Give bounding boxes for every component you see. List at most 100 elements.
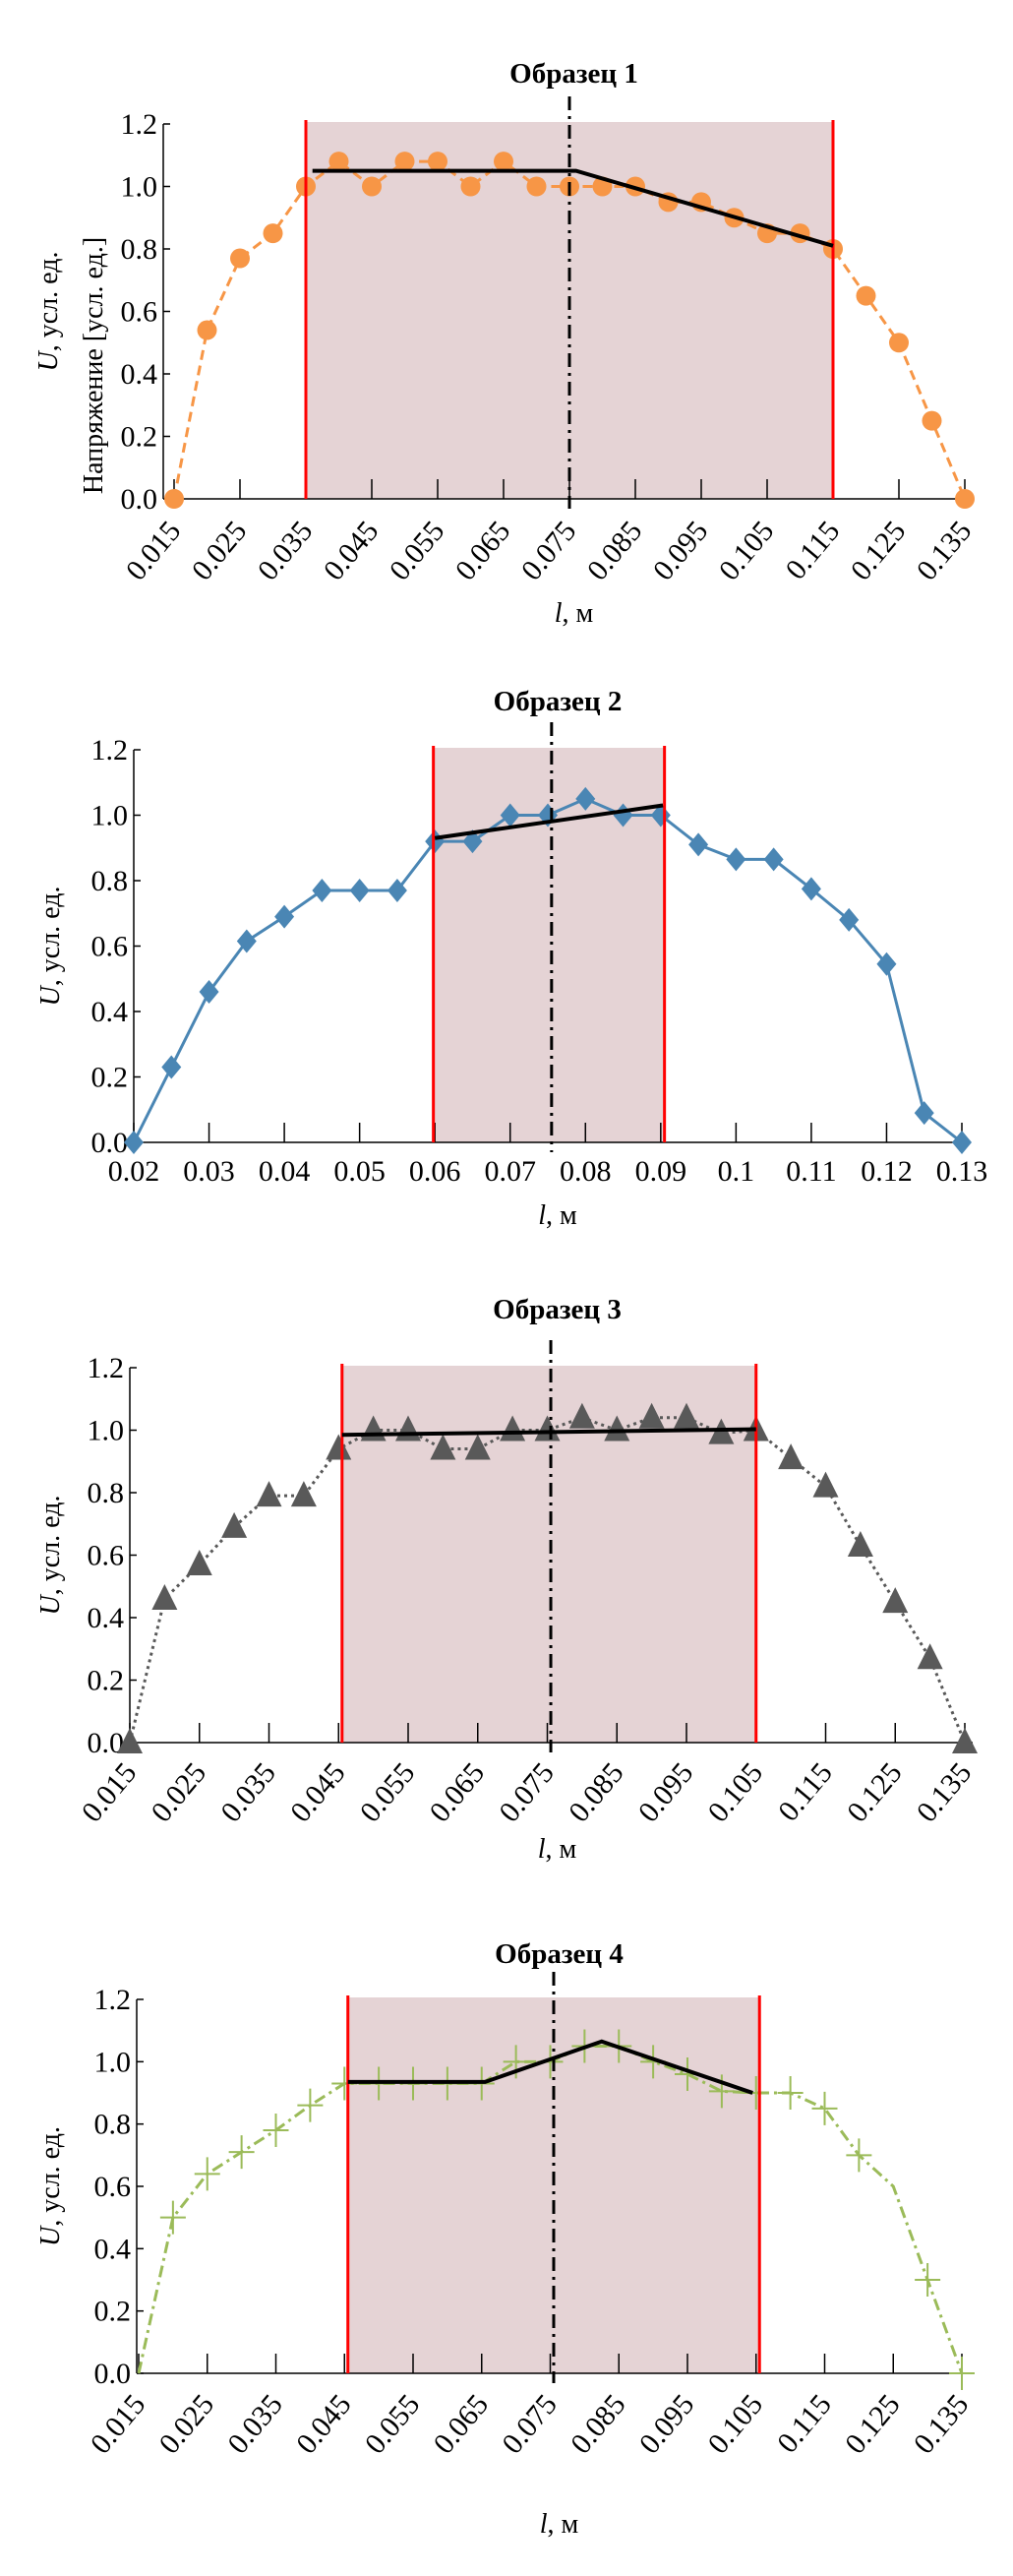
- data-point-diamond: [199, 980, 219, 1005]
- data-point-diamond: [312, 878, 332, 902]
- data-point-diamond: [236, 929, 257, 953]
- y-tick-label: 0.2: [94, 2296, 132, 2328]
- data-point-plus: [159, 2200, 186, 2235]
- y-axis-label-var: U: [35, 1593, 66, 1615]
- x-tick-label: 0.135: [911, 515, 979, 586]
- data-point-diamond: [462, 829, 483, 854]
- data-point-plus: [846, 2138, 872, 2173]
- data-point-triangle: [430, 1434, 456, 1460]
- x-tick-label: 0.04: [259, 1155, 311, 1188]
- chart-title: Образец 1: [509, 58, 638, 90]
- chart-title: Образец 2: [494, 686, 623, 717]
- x-tick-label: 0.125: [841, 1756, 909, 1828]
- x-tick-label: 0.03: [183, 1155, 235, 1188]
- x-tick-label: 0.025: [186, 515, 254, 586]
- y-tick-label: 0.0: [94, 2358, 132, 2390]
- x-axis-label-unit: , м: [546, 1834, 577, 1865]
- chart-title: Образец 4: [495, 1938, 624, 1970]
- data-point-triangle: [952, 1728, 978, 1753]
- data-point-plus: [777, 2076, 804, 2110]
- y-tick-label: 0.0: [121, 483, 158, 516]
- data-point-diamond: [575, 786, 596, 811]
- x-tick-label: 0.105: [713, 515, 781, 586]
- data-point-circle: [955, 489, 975, 509]
- x-tick-label: 0.09: [635, 1155, 687, 1188]
- y-axis-label: U, усл. ед.: [33, 252, 64, 372]
- data-point-circle: [328, 152, 349, 172]
- x-tick-label: 0.05: [333, 1155, 386, 1188]
- x-tick-label: 0.015: [85, 2388, 152, 2460]
- y-axis-label-unit: , усл. ед.: [35, 887, 66, 987]
- x-axis-label-var: l: [555, 598, 563, 629]
- data-point-triangle: [290, 1481, 317, 1507]
- x-axis-label: l, м: [555, 598, 594, 629]
- x-tick-label: 0.055: [354, 1756, 422, 1828]
- data-point-plus: [708, 2074, 735, 2109]
- x-tick-label: 0.085: [581, 515, 649, 586]
- data-point-plus: [263, 2114, 289, 2147]
- data-point-triangle: [534, 1415, 561, 1441]
- data-point-circle: [394, 152, 415, 172]
- data-point-triangle: [326, 1434, 352, 1460]
- data-point-diamond: [500, 803, 520, 828]
- data-point-diamond: [914, 1101, 934, 1126]
- data-point-diamond: [876, 951, 897, 976]
- y-axis-label-unit: , усл. ед.: [35, 2126, 66, 2227]
- x-axis-label: l, м: [538, 1200, 577, 1231]
- chart-4: 0.0 0.2 0.4 0.6 0.8 1.0 1.2 0.015 0.025 0.035 0.04…: [35, 1938, 975, 2540]
- trend-line: [312, 168, 834, 248]
- x-tick-label: 0.135: [911, 1756, 979, 1828]
- data-point-circle: [263, 223, 283, 244]
- x-tick-label: 0.045: [318, 515, 386, 586]
- data-point-triangle: [604, 1415, 630, 1441]
- y-tick-label: 1.2: [94, 1984, 132, 2016]
- x-tick-label: 0.135: [908, 2388, 976, 2460]
- x-tick-label: 0.13: [936, 1155, 988, 1188]
- y-axis-label: U, усл. ед.: [35, 2126, 66, 2246]
- data-point-diamond: [688, 832, 709, 857]
- data-point-plus: [228, 2135, 255, 2170]
- data-point-circle: [460, 176, 481, 197]
- chart-1: 0.0 0.2 0.4 0.6 0.8 1.0 1.2 0.0150.0250.0350.04…: [33, 58, 978, 629]
- x-tick-label: 0.105: [701, 1756, 769, 1828]
- y-tick-label: 0.4: [91, 996, 129, 1028]
- data-point-plus: [194, 2157, 220, 2191]
- y-axis-label-var: U: [35, 984, 66, 1006]
- x-tick-label: 0.075: [496, 2388, 564, 2460]
- x-tick-label: 0.115: [772, 1756, 839, 1827]
- data-point-diamond: [839, 907, 860, 932]
- x-tick-label: 0.1: [718, 1155, 755, 1188]
- x-axis-label: l, м: [540, 2509, 579, 2540]
- data-point-diamond: [349, 878, 370, 902]
- data-point-circle: [494, 152, 513, 172]
- trend-line: [347, 2039, 753, 2095]
- data-point-circle: [164, 489, 184, 509]
- trend-line: [434, 803, 664, 840]
- y-tick-label: 0.4: [121, 358, 158, 391]
- y-tick-label: 1.0: [88, 1415, 125, 1447]
- y-axis-label: U, усл. ед.: [35, 887, 66, 1007]
- data-point-circle: [922, 410, 942, 431]
- x-tick-label: 0.085: [563, 1756, 630, 1828]
- y-tick-label: 1.2: [88, 1352, 125, 1384]
- data-point-triangle: [674, 1402, 699, 1429]
- x-tick-label: 0.075: [515, 515, 583, 586]
- y-axis-label-var: U: [33, 349, 64, 371]
- data-point-diamond: [274, 904, 295, 929]
- x-axis-label-var: l: [538, 1200, 546, 1231]
- x-tick-label: 0.08: [560, 1155, 612, 1188]
- data-point-triangle: [847, 1530, 873, 1557]
- x-tick-label: 0.12: [861, 1155, 913, 1188]
- data-point-triangle: [638, 1402, 665, 1429]
- y-tick-label: 1.2: [121, 108, 158, 141]
- data-point-triangle: [256, 1481, 282, 1507]
- x-tick-label: 0.115: [779, 515, 846, 585]
- y-tick-label: 0.0: [91, 1127, 129, 1159]
- data-point-diamond: [387, 878, 407, 902]
- y-tick-label: 0.8: [91, 865, 129, 897]
- x-tick-label: 0.055: [359, 2388, 427, 2460]
- x-tick-label: 0.125: [845, 515, 913, 586]
- y-tick-label: 0.0: [88, 1727, 125, 1759]
- data-point-triangle: [917, 1643, 943, 1670]
